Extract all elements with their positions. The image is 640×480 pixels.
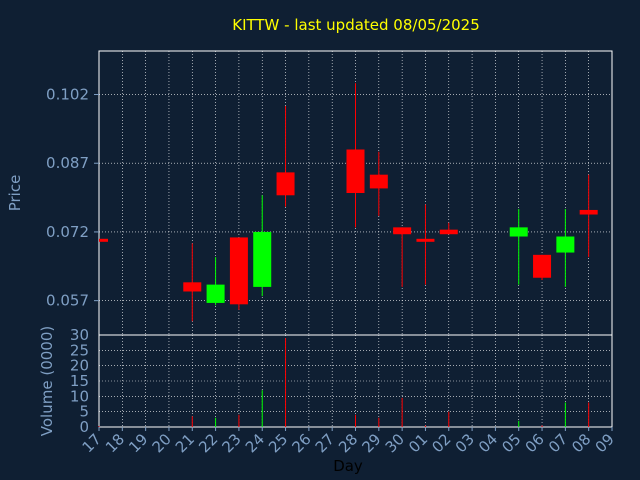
candle-body bbox=[439, 229, 458, 235]
day-tick-label: 22 bbox=[195, 430, 221, 456]
volume-tick-label: 5 bbox=[79, 403, 89, 421]
day-tick-label: 29 bbox=[358, 430, 384, 456]
candlestick-series bbox=[99, 83, 598, 322]
day-tick-labels: 1718192021222324252627282930010203040506… bbox=[79, 427, 618, 456]
volume-tick-label: 25 bbox=[70, 341, 89, 359]
candle-body bbox=[276, 172, 295, 196]
day-tick-label: 27 bbox=[312, 430, 338, 456]
price-axis-label: Price bbox=[6, 175, 24, 212]
x-axis-label: Day bbox=[333, 457, 363, 475]
day-tick-label: 30 bbox=[382, 430, 408, 456]
price-tick-label: 0.102 bbox=[46, 86, 89, 104]
day-tick-label: 08 bbox=[568, 430, 594, 456]
candle-body bbox=[346, 149, 365, 193]
candle-body bbox=[579, 209, 598, 215]
volume-axis-label: Volume (0000) bbox=[38, 326, 56, 436]
candle-body bbox=[183, 282, 202, 292]
day-tick-label: 03 bbox=[452, 430, 478, 456]
day-tick-label: 04 bbox=[475, 430, 501, 456]
day-tick-label: 05 bbox=[498, 430, 524, 456]
price-tick-label: 0.057 bbox=[46, 292, 89, 310]
volume-tick-label: 15 bbox=[70, 372, 89, 390]
day-tick-label: 07 bbox=[545, 430, 571, 456]
day-tick-label: 20 bbox=[149, 430, 175, 456]
candle-body bbox=[229, 237, 248, 305]
candle-body bbox=[556, 236, 575, 253]
day-tick-label: 21 bbox=[172, 430, 198, 456]
day-tick-label: 06 bbox=[522, 430, 548, 456]
candle-body bbox=[393, 227, 412, 235]
candle-body bbox=[99, 238, 108, 242]
volume-tick-label: 20 bbox=[70, 357, 89, 375]
volume-bar-series bbox=[98, 338, 590, 427]
day-tick-label: 26 bbox=[288, 430, 314, 456]
day-tick-label: 02 bbox=[428, 430, 454, 456]
day-tick-label: 18 bbox=[102, 430, 128, 456]
candle-body bbox=[253, 231, 272, 287]
day-tick-label: 19 bbox=[125, 430, 151, 456]
day-tick-label: 24 bbox=[242, 430, 268, 456]
volume-tick-label: 10 bbox=[70, 387, 89, 405]
price-tick-labels: 0.102 0.087 0.072 0.057 bbox=[46, 86, 99, 310]
day-tick-label: 28 bbox=[335, 430, 361, 456]
volume-tick-label: 0 bbox=[79, 418, 89, 436]
candle-body bbox=[509, 227, 528, 237]
price-tick-label: 0.087 bbox=[46, 154, 89, 172]
chart-title: KITTW - last updated 08/05/2025 bbox=[232, 16, 480, 34]
day-tick-label: 01 bbox=[405, 430, 431, 456]
candle-body bbox=[416, 238, 435, 242]
price-tick-label: 0.072 bbox=[46, 223, 89, 241]
candle-body bbox=[369, 174, 388, 189]
candle-body bbox=[533, 254, 552, 278]
day-tick-label: 25 bbox=[265, 430, 291, 456]
candle-body bbox=[206, 284, 225, 303]
day-tick-label: 09 bbox=[592, 430, 618, 456]
volume-tick-label: 30 bbox=[70, 326, 89, 344]
day-tick-label: 23 bbox=[219, 430, 245, 456]
